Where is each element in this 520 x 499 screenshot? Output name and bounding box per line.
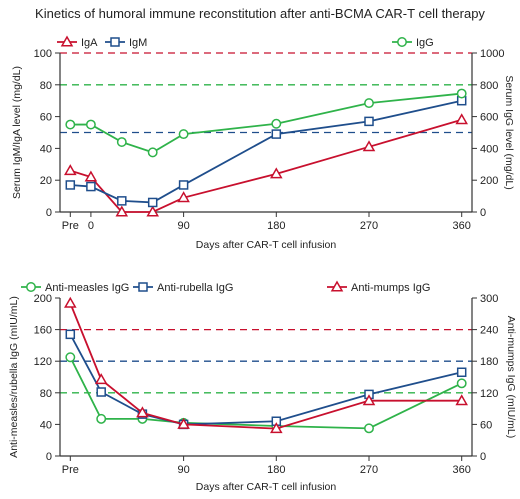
y-tick-label-right: 240	[480, 325, 498, 337]
data-point-igg	[147, 147, 158, 158]
legend-label: IgM	[129, 37, 147, 49]
data-point-iga	[84, 170, 98, 182]
x-tick-label: 90	[177, 220, 189, 232]
data-point-iga	[362, 140, 376, 152]
y-tick-label-right: 800	[480, 80, 498, 92]
y-tick-label-left: 40	[40, 143, 52, 155]
series-line-igg	[70, 92, 462, 154]
y-tick-label-left: 0	[46, 451, 52, 463]
data-point-anti-mumps-igg	[455, 394, 468, 406]
data-point-iga	[455, 113, 468, 125]
x-tick-label: 90	[177, 464, 189, 476]
y-axis-label-left: Serum IgM/IgA level (mg/dL)	[11, 66, 23, 199]
y-tick-label-left: 80	[40, 388, 52, 400]
x-tick-label: 0	[88, 220, 94, 232]
data-point-igg	[85, 119, 96, 130]
series-line-anti-mumps-igg	[69, 302, 462, 430]
y-axis-label-right: Serum IgG level (mg/dL)	[503, 75, 515, 189]
data-point-anti-measles-igg	[96, 413, 107, 424]
y-tick-label-right: 200	[480, 175, 498, 187]
y-tick-label-left: 100	[34, 48, 52, 60]
y-tick-label-left: 200	[34, 293, 52, 305]
x-axis-label: Days after CAR-T cell infusion	[196, 481, 337, 493]
data-point-igm	[86, 181, 96, 192]
x-tick-label: Pre	[62, 220, 79, 232]
legend-label: IgG	[416, 37, 434, 49]
data-point-igg	[271, 118, 282, 129]
data-point-igm	[178, 180, 189, 190]
data-point-iga	[177, 191, 190, 203]
data-point-igm	[271, 129, 282, 139]
y-tick-label-right: 180	[480, 356, 498, 368]
y-tick-label-left: 20	[40, 175, 52, 187]
y-tick-label-right: 0	[480, 207, 486, 219]
legend-marker	[138, 282, 148, 292]
data-point-igg	[178, 129, 189, 140]
data-point-iga	[64, 164, 77, 176]
y-tick-label-left: 160	[34, 325, 52, 337]
x-tick-label: 360	[453, 220, 471, 232]
data-point-igg	[364, 98, 374, 109]
legend-label: Anti-measles IgG	[45, 282, 129, 294]
data-point-anti-measles-igg	[65, 352, 76, 363]
y-tick-label-right: 0	[480, 451, 486, 463]
y-tick-label-right: 120	[480, 388, 498, 400]
y-tick-label-left: 0	[46, 207, 52, 219]
y-axis-label-right: Anti-mumps IgG (mIU/mL)	[505, 316, 517, 439]
data-point-igg	[65, 119, 76, 130]
y-tick-label-right: 300	[480, 293, 498, 305]
chart-panel-vaccine-antibodies: 0 40 80 120 160 200 0 60 120 180 240 300 Pre 90 180 270…	[8, 280, 517, 493]
y-tick-label-right: 60	[480, 419, 492, 431]
legend-marker	[330, 280, 344, 292]
data-point-igg	[456, 88, 467, 99]
y-tick-label-right: 600	[480, 112, 498, 124]
data-point-anti-measles-igg	[456, 378, 467, 389]
x-tick-label: 270	[360, 464, 378, 476]
data-point-anti-mumps-igg	[362, 394, 376, 406]
y-tick-label-right: 400	[480, 143, 498, 155]
chart-title: Kinetics of humoral immune reconstitutio…	[35, 6, 485, 21]
data-point-anti-mumps-igg	[136, 406, 149, 418]
data-point-iga	[146, 205, 159, 217]
data-point-anti-rubella-igg	[65, 329, 76, 340]
data-point-iga	[115, 205, 129, 217]
series-line-iga	[70, 118, 462, 213]
data-point-igm	[117, 196, 127, 206]
legend-marker	[110, 37, 120, 47]
legend-marker	[397, 37, 407, 47]
x-axis-label: Days after CAR-T cell infusion	[196, 239, 337, 251]
x-tick-label: 270	[360, 220, 378, 232]
y-tick-label-left: 80	[40, 80, 52, 92]
legend-label: IgA	[81, 37, 98, 49]
data-point-anti-measles-igg	[364, 423, 374, 434]
data-point-igm	[364, 116, 374, 127]
data-point-igm	[147, 197, 158, 208]
x-tick-label: 360	[453, 464, 471, 476]
data-point-anti-mumps-igg	[64, 296, 77, 308]
x-tick-label: 180	[267, 464, 285, 476]
legend-marker	[60, 35, 74, 47]
data-point-anti-rubella-igg	[456, 367, 467, 378]
data-point-igm	[65, 180, 76, 190]
y-tick-label-left: 40	[40, 419, 52, 431]
legend-marker	[26, 282, 36, 292]
x-tick-label: Pre	[62, 464, 79, 476]
data-point-iga	[270, 167, 283, 179]
data-point-anti-mumps-igg	[177, 417, 190, 429]
legend-label: Anti-rubella IgG	[157, 282, 233, 294]
y-tick-label-left: 120	[34, 356, 52, 368]
data-point-anti-mumps-igg	[270, 422, 283, 434]
y-tick-label-right: 1000	[480, 48, 504, 60]
series-line-igm	[70, 99, 462, 204]
legend-label: Anti-mumps IgG	[351, 282, 430, 294]
y-axis-label-left: Anti-measles/rubella IgG (mIU/mL)	[8, 296, 20, 458]
data-point-anti-rubella-igg	[96, 387, 106, 397]
y-tick-label-left: 60	[40, 112, 52, 124]
x-tick-label: 180	[267, 220, 285, 232]
data-point-anti-mumps-igg	[94, 373, 108, 385]
data-point-igg	[116, 137, 127, 147]
